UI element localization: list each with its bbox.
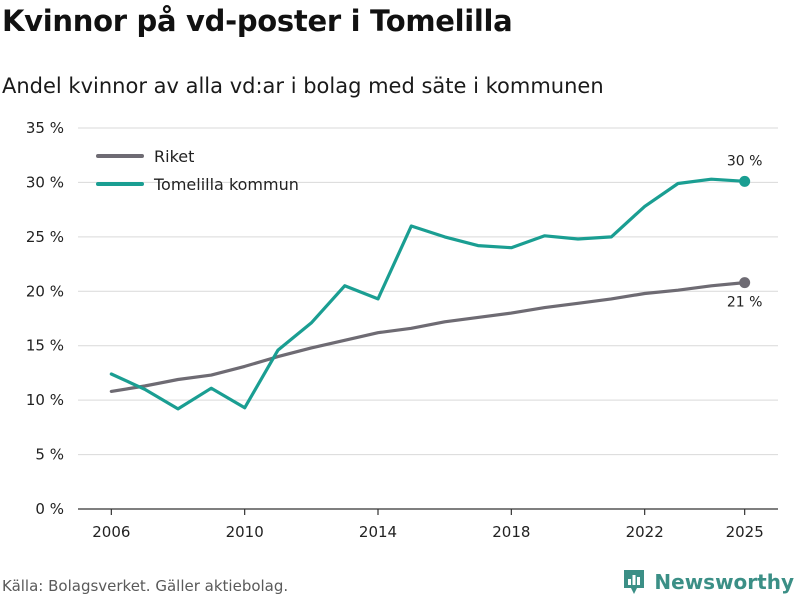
end-point-riket xyxy=(739,277,751,289)
x-tick-label: 2022 xyxy=(626,523,664,541)
y-tick-label: 35 % xyxy=(26,119,64,137)
legend-label-tomelilla-kommun: Tomelilla kommun xyxy=(153,175,299,194)
end-point-tomelilla-kommun xyxy=(739,175,751,187)
x-tick-label: 2018 xyxy=(492,523,530,541)
y-tick-label: 0 % xyxy=(35,500,64,518)
axes: 0 % 5 % 10 % 15 % 20 % 25 % 30 % 35 % 2006 2010 20… xyxy=(26,119,778,541)
y-tick-label: 30 % xyxy=(26,173,64,191)
y-tick-label: 5 % xyxy=(35,446,64,464)
series-line-riket xyxy=(109,281,747,393)
end-label-tomelilla-kommun: 30 % xyxy=(727,153,763,169)
source-note: Källa: Bolagsverket. Gäller aktiebolag. xyxy=(2,577,289,595)
chart-title: Kvinnor på vd-poster i Tomelilla xyxy=(2,4,513,38)
y-tick-label: 10 % xyxy=(26,391,64,409)
newsworthy-logo-icon xyxy=(624,570,645,594)
x-tick-label: 2014 xyxy=(359,523,397,541)
brand: Newsworthy xyxy=(622,568,794,596)
x-tick-label: 2006 xyxy=(92,523,130,541)
y-tick-label: 15 % xyxy=(26,337,64,355)
brand-name: Newsworthy xyxy=(654,570,794,594)
x-tick-label: 2010 xyxy=(226,523,264,541)
legend: Riket Tomelilla kommun xyxy=(96,147,299,194)
chart-subtitle: Andel kvinnor av alla vd:ar i bolag med … xyxy=(2,74,604,98)
series-lines: 21 % 30 % xyxy=(109,153,763,411)
series-line-tomelilla-kommun xyxy=(109,177,747,411)
x-tick-label: 2025 xyxy=(726,523,764,541)
legend-label-riket: Riket xyxy=(154,147,194,166)
y-tick-label: 20 % xyxy=(26,282,64,300)
y-tick-label: 25 % xyxy=(26,228,64,246)
end-label-riket: 21 % xyxy=(727,295,763,311)
